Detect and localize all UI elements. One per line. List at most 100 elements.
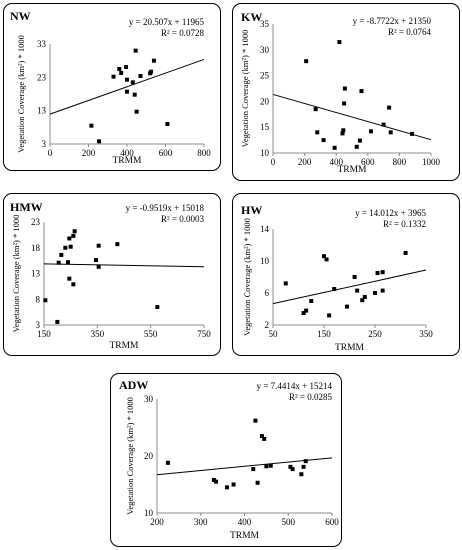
data-point — [125, 77, 129, 82]
data-point — [133, 48, 138, 53]
data-point — [342, 86, 347, 91]
data-point — [63, 245, 68, 250]
data-point — [151, 58, 156, 63]
data-point — [56, 260, 61, 265]
data-point — [264, 464, 269, 469]
data-point — [304, 308, 309, 313]
data-point — [66, 260, 70, 265]
data-point — [380, 270, 385, 275]
chart-hw: 50 150 250 350 2 6 10 14 HW y = 14.012x + 3965R² … — [241, 203, 433, 353]
trend-equation: y = 20.507x + 11965 — [129, 17, 205, 27]
panel-kw: 0 200 400 600 800 1000 10 15 20 25 30 35 KW y = -8.77… — [232, 3, 460, 181]
data-point — [97, 139, 102, 144]
data-point — [354, 144, 359, 149]
y-axis-label: Vegetation Coverage (km²) * 1000 — [11, 215, 21, 333]
y-axis-label: Vegetation Coverage (km²) * 1000 — [240, 30, 250, 148]
data-point — [255, 480, 260, 485]
y-axis-label: Vegetation Coverage (km²) * 1000 — [125, 397, 135, 515]
data-point — [303, 459, 308, 464]
y-tick-label: 3 — [42, 139, 47, 149]
data-point — [71, 233, 76, 238]
trend-equation: y = -0.9519x + 15018 — [126, 203, 205, 213]
data-point — [67, 236, 72, 241]
data-point — [315, 130, 320, 135]
data-point — [373, 291, 377, 295]
data-point — [253, 418, 258, 423]
x-tick-label: 0 — [48, 148, 53, 158]
data-point — [94, 258, 98, 263]
data-point — [283, 281, 288, 286]
data-point — [165, 122, 170, 126]
data-point — [355, 288, 360, 293]
data-point — [134, 109, 139, 114]
chart-hmw: 150 350 550 750 3 8 13 18 23 HMW y = -0.9519x + 15… — [10, 200, 211, 351]
data-point — [111, 74, 116, 79]
data-point — [138, 74, 143, 78]
trendline — [156, 457, 333, 476]
r-squared: R² = 0.0003 — [161, 214, 205, 224]
y-tick-label: 14 — [260, 224, 270, 234]
data-point — [130, 80, 135, 85]
data-point — [290, 467, 295, 472]
x-tick-label: 0 — [271, 157, 276, 167]
data-point — [337, 40, 342, 45]
trend-equation: y = -8.7722x + 21350 — [353, 16, 432, 26]
x-axis-label: TRMM — [230, 531, 260, 541]
chart-title: HMW — [10, 200, 43, 214]
trendline — [49, 58, 205, 115]
data-point — [322, 254, 326, 259]
chart-title: KW — [241, 10, 262, 24]
y-tick-label: 25 — [260, 71, 270, 81]
r-squared: R² = 0.1332 — [383, 219, 426, 229]
x-tick-label: 300 — [194, 517, 208, 527]
data-point — [96, 264, 101, 269]
data-point — [387, 105, 392, 110]
x-tick-label: 200 — [82, 148, 96, 158]
data-point — [381, 122, 386, 127]
data-point — [362, 295, 367, 299]
data-point — [260, 434, 264, 439]
data-point — [225, 485, 229, 490]
x-axis-label: TRMM — [337, 165, 367, 175]
x-tick-label: 400 — [329, 157, 343, 167]
r-squared: R² = 0.0728 — [161, 28, 205, 38]
x-tick-label: 350 — [419, 329, 433, 339]
data-point — [43, 298, 48, 303]
x-tick-label: 150 — [317, 329, 331, 339]
data-point — [368, 129, 373, 134]
data-point — [403, 251, 408, 255]
data-point — [344, 304, 349, 309]
data-point — [115, 242, 120, 247]
data-point — [165, 460, 170, 465]
data-point — [299, 472, 304, 477]
data-point — [341, 128, 346, 133]
y-tick-label: 10 — [260, 148, 270, 158]
data-point — [332, 145, 337, 150]
x-tick-label: 600 — [325, 517, 339, 527]
x-axis-label: TRMM — [109, 341, 139, 351]
data-point — [340, 131, 345, 136]
y-tick-label: 23 — [31, 217, 41, 227]
y-tick-label: 10 — [144, 508, 154, 518]
data-point — [231, 482, 236, 487]
chart-nw: 0 200 400 600 800 3 13 23 33 NW y = 20.507x + 1196… — [10, 9, 211, 166]
data-point — [360, 298, 365, 303]
y-tick-label: 13 — [31, 269, 41, 279]
x-axis-label: TRMM — [335, 343, 365, 353]
y-tick-label: 2 — [265, 320, 270, 330]
chart-title: HW — [241, 203, 262, 217]
y-tick-label: 30 — [260, 45, 270, 55]
y-tick-label: 20 — [260, 96, 270, 106]
x-tick-label: 600 — [159, 148, 173, 158]
x-tick-label: 1000 — [422, 157, 441, 167]
trend-equation: y = 14.012x + 3965 — [355, 208, 426, 218]
x-tick-label: 500 — [282, 517, 296, 527]
data-point — [268, 463, 273, 468]
y-axis-label: Vegetation Coverage (km²) * 1000 — [242, 218, 252, 336]
chart-title: NW — [10, 9, 31, 23]
data-point — [301, 464, 306, 469]
data-point — [324, 257, 329, 262]
data-point — [352, 275, 357, 279]
data-point — [304, 59, 309, 64]
